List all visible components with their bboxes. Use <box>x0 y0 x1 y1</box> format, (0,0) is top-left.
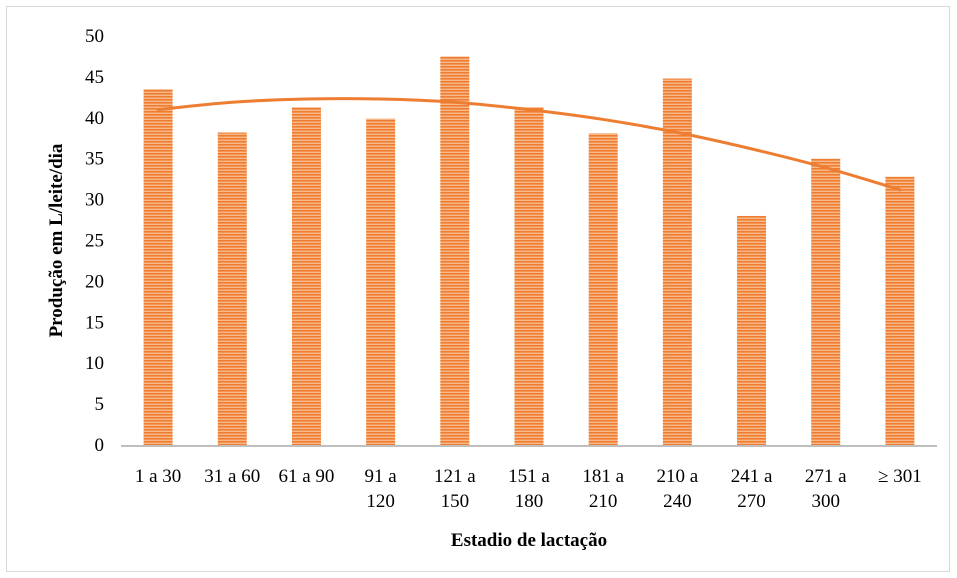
bar <box>588 133 618 446</box>
y-tick-label: 0 <box>95 435 105 456</box>
x-tick-label: 241 a 270 <box>731 466 773 512</box>
bars <box>143 56 915 446</box>
y-tick-label: 5 <box>95 394 105 415</box>
y-tick-label: 40 <box>85 108 104 129</box>
y-tick-label: 15 <box>85 312 104 333</box>
x-tick-label: 151 a 180 <box>508 466 550 512</box>
x-tick-label: 91 a 120 <box>365 466 398 512</box>
bar <box>737 215 767 445</box>
bar <box>217 132 247 446</box>
x-tick-label: 31 a 60 <box>204 466 260 487</box>
x-axis-title: Estadio de lactação <box>451 530 607 551</box>
y-tick-label: 35 <box>85 149 104 170</box>
x-tick-label: 1 a 30 <box>135 466 181 487</box>
y-axis-title: Produção em L/leite/dia <box>46 143 67 337</box>
x-tick-label: 271 a 300 <box>805 466 847 512</box>
x-tick-label: ≥ 301 <box>878 466 922 487</box>
y-tick-label: 25 <box>85 231 104 252</box>
x-tick-label: 210 a 240 <box>657 466 699 512</box>
y-tick-label: 50 <box>85 26 104 47</box>
y-tick-label: 45 <box>85 67 104 88</box>
y-tick-label: 10 <box>85 353 104 374</box>
x-axis-ticks: 1 a 30 31 a 60 61 a 90 91 a 120 121 a 150 151 a… <box>135 466 922 512</box>
x-tick-label: 121 a 150 <box>434 466 476 512</box>
bar <box>885 176 915 446</box>
y-tick-label: 20 <box>85 271 104 292</box>
x-tick-label: 61 a 90 <box>278 466 334 487</box>
bar <box>440 56 470 445</box>
bar <box>366 118 396 446</box>
bar <box>143 89 173 446</box>
x-tick-label: 181 a 210 <box>582 466 624 512</box>
bar <box>662 78 692 445</box>
trendline <box>156 97 902 192</box>
y-tick-label: 30 <box>85 190 104 211</box>
y-axis-ticks: 0 5 10 15 20 25 30 35 40 45 50 <box>85 26 104 456</box>
bar <box>291 107 321 445</box>
bar <box>514 107 544 445</box>
bar <box>811 158 841 445</box>
